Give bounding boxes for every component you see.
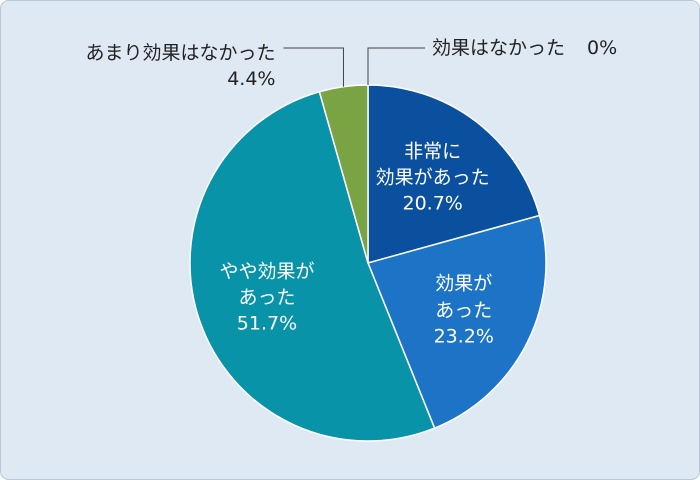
category-label: 非常に 効果があった [375,140,490,189]
value-label: 20.7% [402,193,463,216]
pie-slice [367,84,541,264]
slice-label: やや効果が あった 51.7% [219,258,314,337]
leader-line [367,47,425,85]
slice-label: 非常に 効果があった 20.7% [376,139,490,218]
slice-label: 効果が あった 23.2% [434,271,494,350]
pie-slice [189,90,436,442]
leader-line [283,47,344,87]
value-label: 4.4% [227,68,276,90]
value-label: 0% [587,36,618,59]
value-label: 51.7% [236,312,298,335]
slice-label: あまり効果はなかった 4.4% [85,40,275,92]
category-label: 効果が あった [435,272,493,322]
slice-label: 効果はなかった 0% [432,35,617,61]
category-label: あまり効果はなかった [85,41,276,64]
pie-slice [366,214,547,430]
category-label: やや効果が あった [219,260,315,309]
category-label: 効果はなかった [432,36,566,59]
value-label: 23.2% [433,325,494,348]
